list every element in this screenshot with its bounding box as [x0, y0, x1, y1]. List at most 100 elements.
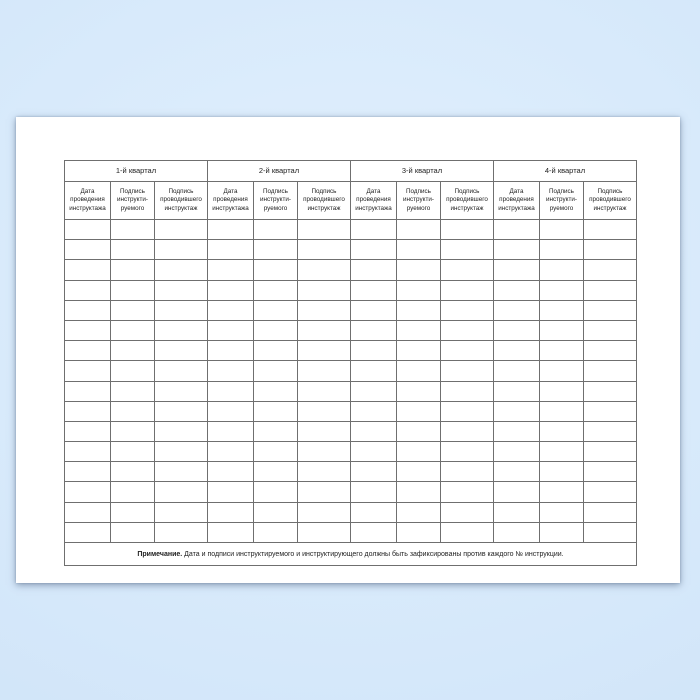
- entry-cell-empty: [154, 259, 208, 281]
- entry-cell-empty: [583, 340, 637, 362]
- entry-cell-empty: [440, 340, 494, 362]
- entry-cell-empty: [110, 319, 155, 342]
- entry-cell-empty: [154, 380, 208, 402]
- entry-cell-empty: [207, 218, 254, 241]
- entry-cell-empty: [297, 360, 351, 382]
- entry-cell-empty: [154, 239, 208, 261]
- entry-cell-empty: [539, 461, 584, 483]
- entry-row: [64, 239, 637, 261]
- entry-cell-empty: [64, 521, 111, 544]
- entry-cell-empty: [539, 441, 584, 463]
- entry-cell-empty: [110, 299, 155, 321]
- entry-cell-empty: [539, 380, 584, 402]
- entry-cell-empty: [350, 259, 397, 281]
- entry-cell-empty: [253, 380, 298, 402]
- entry-cell-empty: [583, 360, 637, 382]
- entry-cell-empty: [350, 340, 397, 362]
- entry-cell-empty: [110, 360, 155, 382]
- quarter-4-header: 4-й квартал: [493, 160, 637, 182]
- entry-cell-empty: [539, 340, 584, 362]
- entry-row: [64, 340, 637, 362]
- entry-cell-empty: [207, 501, 254, 523]
- entry-cell-empty: [253, 279, 298, 301]
- entry-cell-empty: [396, 521, 441, 544]
- entry-cell-empty: [110, 461, 155, 483]
- entry-cell-empty: [396, 319, 441, 342]
- entry-cell-empty: [539, 239, 584, 261]
- entry-cell-empty: [154, 461, 208, 483]
- entry-row: [64, 481, 637, 503]
- entry-cell-empty: [253, 420, 298, 443]
- entry-row: [64, 400, 637, 422]
- entry-cell-empty: [440, 481, 494, 503]
- entry-cell-empty: [297, 481, 351, 503]
- entry-cell-empty: [396, 239, 441, 261]
- col-header-date: Дата проведения инструктажа: [493, 181, 540, 220]
- entry-cell-empty: [64, 239, 111, 261]
- entry-cell-empty: [396, 279, 441, 301]
- entry-cell-empty: [253, 340, 298, 362]
- note-text: Дата и подписи инструктируемого и инстру…: [182, 550, 564, 558]
- entry-cell-empty: [297, 340, 351, 362]
- entry-cell-empty: [539, 319, 584, 342]
- entry-cell-empty: [253, 319, 298, 342]
- entry-cell-empty: [583, 279, 637, 301]
- entry-cell-empty: [297, 501, 351, 523]
- entry-cell-empty: [493, 360, 540, 382]
- entry-cell-empty: [297, 299, 351, 321]
- quarter-header-row: 1-й квартал 2-й квартал 3-й квартал 4-й …: [64, 160, 637, 182]
- entry-cell-empty: [350, 481, 397, 503]
- entry-cell-empty: [154, 521, 208, 544]
- entry-cell-empty: [154, 299, 208, 321]
- entry-cell-empty: [493, 481, 540, 503]
- entry-cell-empty: [64, 400, 111, 422]
- entry-cell-empty: [207, 279, 254, 301]
- note: Примечание. Дата и подписи инструктируем…: [64, 542, 637, 566]
- entry-cell-empty: [297, 279, 351, 301]
- entry-cell-empty: [207, 521, 254, 544]
- entry-cell-empty: [396, 441, 441, 463]
- entry-cell-empty: [154, 400, 208, 422]
- entry-cell-empty: [583, 299, 637, 321]
- entry-cell-empty: [110, 481, 155, 503]
- entry-cell-empty: [110, 501, 155, 523]
- entry-cell-empty: [350, 420, 397, 443]
- entry-cell-empty: [440, 279, 494, 301]
- entry-cell-empty: [440, 461, 494, 483]
- entry-cell-empty: [440, 299, 494, 321]
- entry-cell-empty: [297, 441, 351, 463]
- entry-cell-empty: [64, 360, 111, 382]
- entry-cell-empty: [297, 380, 351, 402]
- entry-cell-empty: [297, 420, 351, 443]
- entry-cell-empty: [64, 340, 111, 362]
- entry-cell-empty: [110, 420, 155, 443]
- entry-cell-empty: [350, 360, 397, 382]
- entry-row: [64, 218, 637, 241]
- entry-cell-empty: [207, 461, 254, 483]
- entry-cell-empty: [64, 380, 111, 402]
- entry-cell-empty: [64, 420, 111, 443]
- entry-cell-empty: [350, 239, 397, 261]
- entry-cell-empty: [110, 441, 155, 463]
- entry-cell-empty: [154, 340, 208, 362]
- entry-cell-empty: [583, 259, 637, 281]
- entry-cell-empty: [154, 501, 208, 523]
- entry-cell-empty: [110, 400, 155, 422]
- entry-cell-empty: [583, 380, 637, 402]
- entry-cell-empty: [493, 400, 540, 422]
- entry-cell-empty: [440, 501, 494, 523]
- entry-cell-empty: [539, 420, 584, 443]
- entry-cell-empty: [207, 481, 254, 503]
- col-header-date: Дата проведения инструктажа: [64, 181, 111, 220]
- entry-cell-empty: [583, 481, 637, 503]
- entry-cell-empty: [539, 521, 584, 544]
- entry-cell-empty: [110, 279, 155, 301]
- col-header-signature-instructed: Подпись инструкти- руемого: [539, 181, 584, 220]
- entry-cell-empty: [440, 239, 494, 261]
- entry-row: [64, 501, 637, 523]
- entry-cell-empty: [350, 461, 397, 483]
- col-header-signature-instructor: Подпись проводившего инструктаж: [440, 181, 494, 220]
- entry-cell-empty: [583, 319, 637, 342]
- entry-cell-empty: [207, 420, 254, 443]
- document-page: 1-й квартал 2-й квартал 3-й квартал 4-й …: [16, 117, 680, 583]
